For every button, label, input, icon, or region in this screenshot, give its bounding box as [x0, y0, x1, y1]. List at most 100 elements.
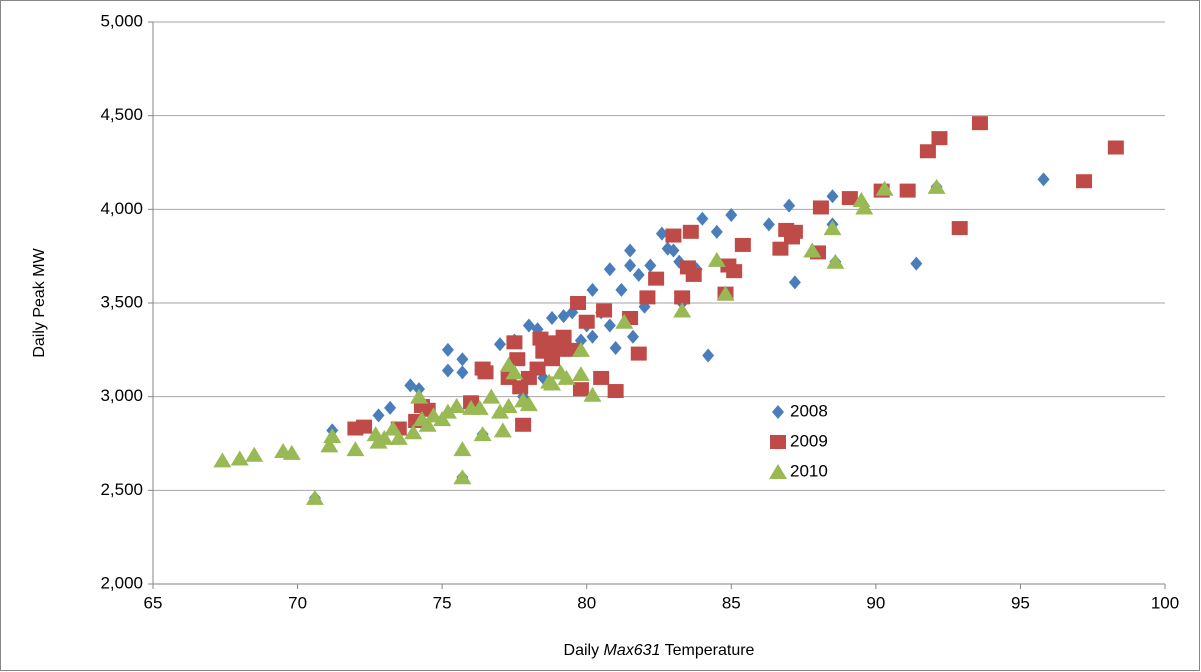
- marker-triangle: [453, 441, 472, 457]
- marker-triangle: [615, 313, 634, 329]
- marker-triangle: [404, 424, 423, 440]
- y-tick-label: 3,000: [100, 386, 143, 405]
- marker-triangle: [855, 199, 874, 215]
- marker-square: [549, 342, 566, 357]
- marker-triangle: [320, 437, 339, 453]
- marker-diamond: [456, 365, 469, 380]
- marker-square: [477, 365, 494, 380]
- marker-triangle: [583, 386, 602, 402]
- marker-diamond: [783, 198, 796, 213]
- legend-label: 2008: [790, 401, 828, 420]
- marker-square: [899, 183, 916, 198]
- marker-triangle: [346, 441, 365, 457]
- marker-triangle: [410, 388, 429, 404]
- x-axis-title-part: Max631: [604, 642, 661, 659]
- marker-square: [931, 131, 948, 146]
- marker-triangle: [213, 452, 232, 468]
- x-tick-label: 95: [1011, 593, 1030, 612]
- x-axis-title-part: Daily: [564, 642, 604, 659]
- marker-diamond: [826, 189, 839, 204]
- marker-triangle: [707, 251, 726, 267]
- marker-square: [919, 144, 936, 159]
- marker-triangle: [927, 178, 946, 194]
- x-tick-label: 70: [288, 593, 307, 612]
- marker-triangle: [418, 416, 437, 432]
- marker-square: [1107, 140, 1124, 155]
- y-tick-label: 2,500: [100, 480, 143, 499]
- marker-diamond: [546, 310, 559, 325]
- marker-square: [951, 221, 968, 236]
- marker-square: [786, 224, 803, 239]
- marker-diamond: [586, 282, 599, 297]
- x-tick-label: 85: [722, 593, 741, 612]
- marker-square: [572, 382, 589, 397]
- marker-diamond: [696, 211, 709, 226]
- marker-diamond: [493, 337, 506, 352]
- marker-diamond: [667, 243, 680, 258]
- marker-triangle: [447, 398, 466, 414]
- marker-triangle: [499, 398, 518, 414]
- marker-square: [726, 264, 743, 279]
- marker-square: [1076, 174, 1093, 189]
- legend-label: 2009: [790, 431, 828, 450]
- marker-triangle: [453, 469, 472, 485]
- x-axis-title: Daily Max631 Temperature: [564, 642, 755, 659]
- marker-triangle: [473, 426, 492, 442]
- marker-triangle: [230, 450, 249, 466]
- marker-triangle: [482, 388, 501, 404]
- marker-square: [685, 267, 702, 282]
- y-axis-title: Daily Peak MW: [31, 247, 48, 357]
- marker-diamond: [626, 329, 639, 344]
- marker-triangle: [375, 429, 394, 445]
- marker-diamond: [762, 217, 775, 232]
- marker-diamond: [1037, 172, 1050, 187]
- x-axis-title-part: Temperature: [660, 642, 754, 659]
- marker-triangle: [823, 220, 842, 236]
- marker-triangle: [383, 420, 402, 436]
- marker-square: [529, 361, 546, 376]
- x-tick-label: 100: [1151, 593, 1179, 612]
- marker-square: [555, 329, 572, 344]
- marker-square: [682, 224, 699, 239]
- marker-square: [570, 296, 587, 310]
- marker-triangle: [803, 242, 822, 258]
- marker-triangle: [875, 180, 894, 196]
- marker-triangle: [571, 366, 590, 382]
- marker-square: [734, 237, 751, 252]
- marker-square: [593, 370, 610, 385]
- marker-diamond: [603, 318, 616, 333]
- marker-square: [509, 352, 526, 367]
- marker-triangle: [493, 422, 512, 438]
- y-tick-label: 4,500: [100, 105, 143, 124]
- marker-square: [772, 241, 789, 256]
- marker-triangle: [571, 341, 590, 357]
- marker-triangle: [438, 403, 457, 419]
- marker-diamond: [603, 262, 616, 277]
- marker-triangle: [716, 285, 735, 301]
- marker-diamond: [384, 400, 397, 415]
- marker-square: [596, 303, 613, 318]
- marker-diamond: [702, 348, 715, 363]
- plot-area: 2,000 2,500 3,000 3,500 4,000 4,500 5,000 65 70 7…: [100, 11, 1179, 612]
- x-tick-label: 75: [433, 593, 452, 612]
- marker-diamond: [372, 408, 385, 423]
- marker-triangle: [543, 375, 562, 391]
- legend-label: 2010: [790, 461, 828, 480]
- marker-triangle: [826, 253, 845, 269]
- marker-square: [630, 346, 647, 361]
- marker-square: [506, 335, 523, 350]
- marker-triangle: [305, 489, 324, 505]
- marker-diamond: [624, 243, 637, 258]
- marker-square: [648, 271, 665, 286]
- x-tick-label: 65: [144, 593, 163, 612]
- marker-diamond: [725, 207, 738, 222]
- marker-diamond: [644, 258, 657, 273]
- marker-square: [841, 191, 858, 206]
- marker-diamond: [772, 405, 784, 419]
- marker-diamond: [655, 226, 668, 241]
- marker-triangle: [557, 369, 576, 385]
- marker-square: [665, 228, 682, 243]
- marker-diamond: [609, 340, 622, 355]
